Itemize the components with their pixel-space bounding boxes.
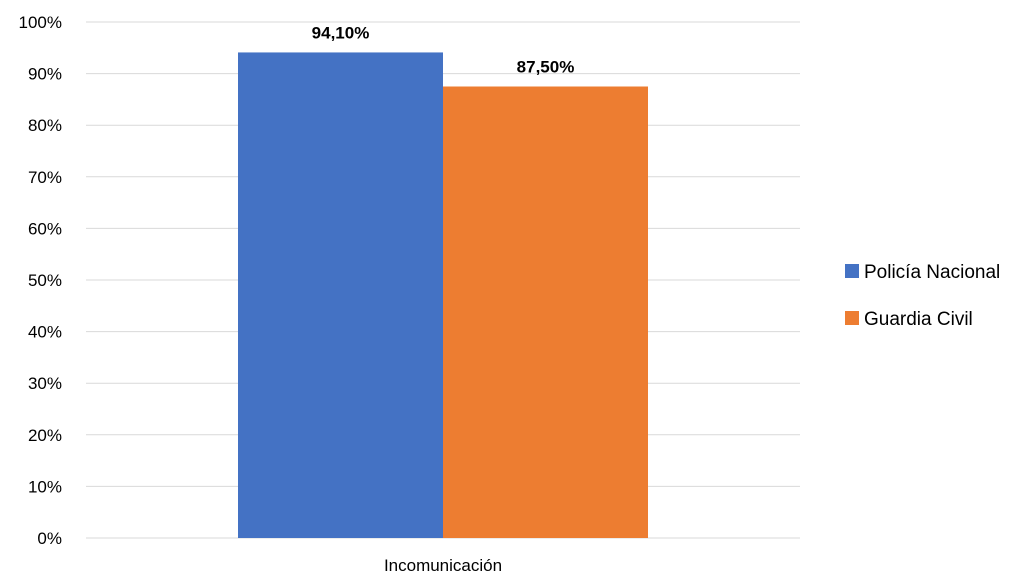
legend-swatch [845, 264, 859, 278]
y-tick-label: 10% [28, 477, 62, 496]
y-tick-label: 40% [28, 323, 62, 342]
bar-polic-a-nacional [238, 52, 443, 538]
y-tick-label: 20% [28, 426, 62, 445]
x-axis-categories: Incomunicación [384, 556, 502, 575]
y-tick-label: 70% [28, 168, 62, 187]
y-tick-label: 30% [28, 374, 62, 393]
y-tick-label: 100% [19, 13, 62, 32]
data-label: 94,10% [312, 23, 370, 42]
y-tick-label: 50% [28, 271, 62, 290]
x-category-label: Incomunicación [384, 556, 502, 575]
bars [238, 52, 648, 538]
y-tick-label: 60% [28, 219, 62, 238]
legend: Policía Nacional Guardia Civil [845, 262, 1000, 330]
y-tick-label: 0% [37, 529, 62, 548]
bar-guardia-civil [443, 86, 648, 538]
y-tick-label: 80% [28, 116, 62, 135]
data-labels: 94,10% 87,50% [312, 23, 575, 76]
legend-label: Policía Nacional [864, 262, 1000, 283]
legend-swatch [845, 311, 859, 325]
data-label: 87,50% [517, 58, 575, 77]
y-axis-ticks: 0% 10% 20% 30% 40% 50% 60% 70% 80% 90% 100% [19, 13, 62, 548]
y-tick-label: 90% [28, 65, 62, 84]
legend-label: Guardia Civil [864, 309, 973, 330]
